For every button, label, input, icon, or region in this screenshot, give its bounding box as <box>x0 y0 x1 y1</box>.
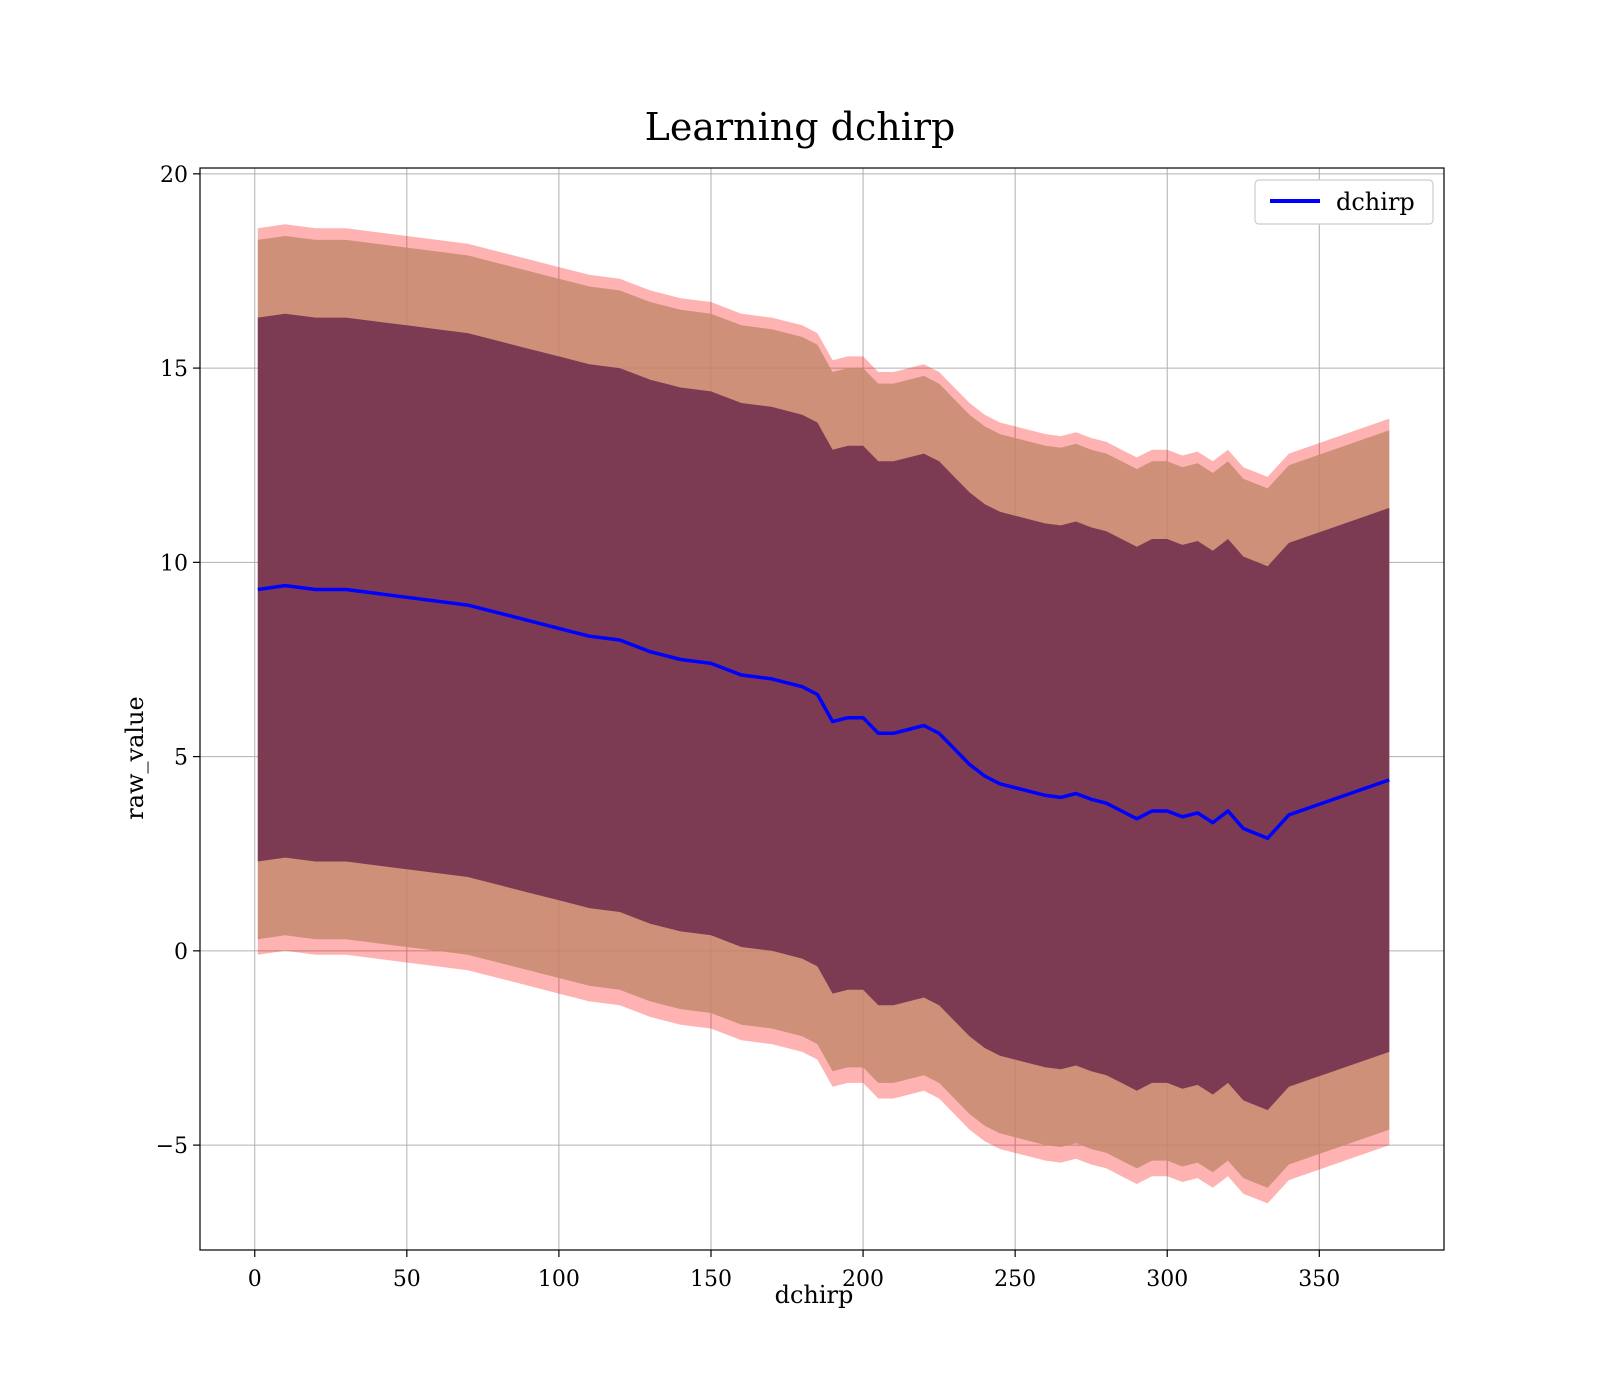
legend: dchirp <box>1254 179 1434 225</box>
chart-title: Learning dchirp <box>645 105 956 149</box>
y-axis-ticks: −5 0 5 10 15 20 <box>156 163 200 1159</box>
x-tick-label: 100 <box>538 1267 580 1292</box>
x-tick-label: 350 <box>1298 1267 1340 1292</box>
x-axis-label: dchirp <box>775 1281 854 1309</box>
legend-box <box>1254 179 1434 225</box>
x-tick-label: 50 <box>393 1267 421 1292</box>
legend-label-dchirp: dchirp <box>1336 188 1415 216</box>
y-tick-label: −5 <box>156 1134 188 1159</box>
plot-frame <box>199 167 1445 1251</box>
y-tick-label: 10 <box>160 551 188 576</box>
y-tick-label: 0 <box>174 940 188 965</box>
x-axis-ticks: 0 50 100 150 200 250 300 350 <box>248 1250 1340 1292</box>
x-tick-label: 200 <box>842 1267 884 1292</box>
series-line-dchirp <box>257 583 1390 840</box>
y-tick-label: 5 <box>174 746 188 771</box>
x-tick-label: 0 <box>248 1267 262 1292</box>
confidence-bands <box>257 224 1390 1204</box>
y-axis-label: raw_value <box>121 696 149 820</box>
y-tick-label: 15 <box>160 357 188 382</box>
band-inner <box>257 313 1390 1111</box>
y-tick-label: 20 <box>160 163 188 188</box>
x-tick-label: 300 <box>1146 1267 1188 1292</box>
x-tick-label: 250 <box>994 1267 1036 1292</box>
series-lines <box>257 583 1390 840</box>
x-tick-label: 150 <box>690 1267 732 1292</box>
